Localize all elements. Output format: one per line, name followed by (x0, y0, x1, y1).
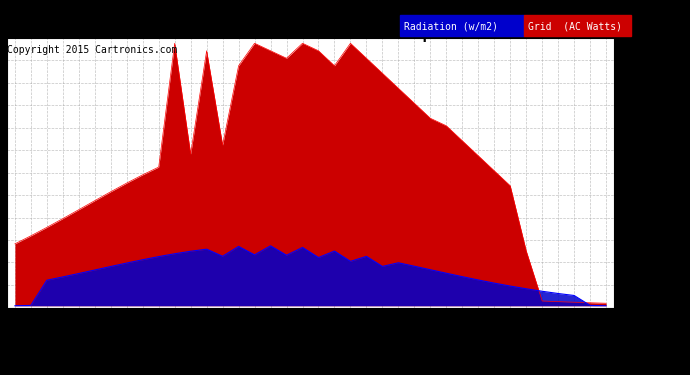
Text: Grid Power & Solar Radiation  Sat Sep 12 19:09: Grid Power & Solar Radiation Sat Sep 12 … (94, 26, 513, 42)
Text: Grid  (AC Watts): Grid (AC Watts) (528, 21, 622, 31)
Text: Radiation (w/m2): Radiation (w/m2) (404, 21, 497, 31)
Text: Copyright 2015 Cartronics.com: Copyright 2015 Cartronics.com (7, 45, 177, 55)
